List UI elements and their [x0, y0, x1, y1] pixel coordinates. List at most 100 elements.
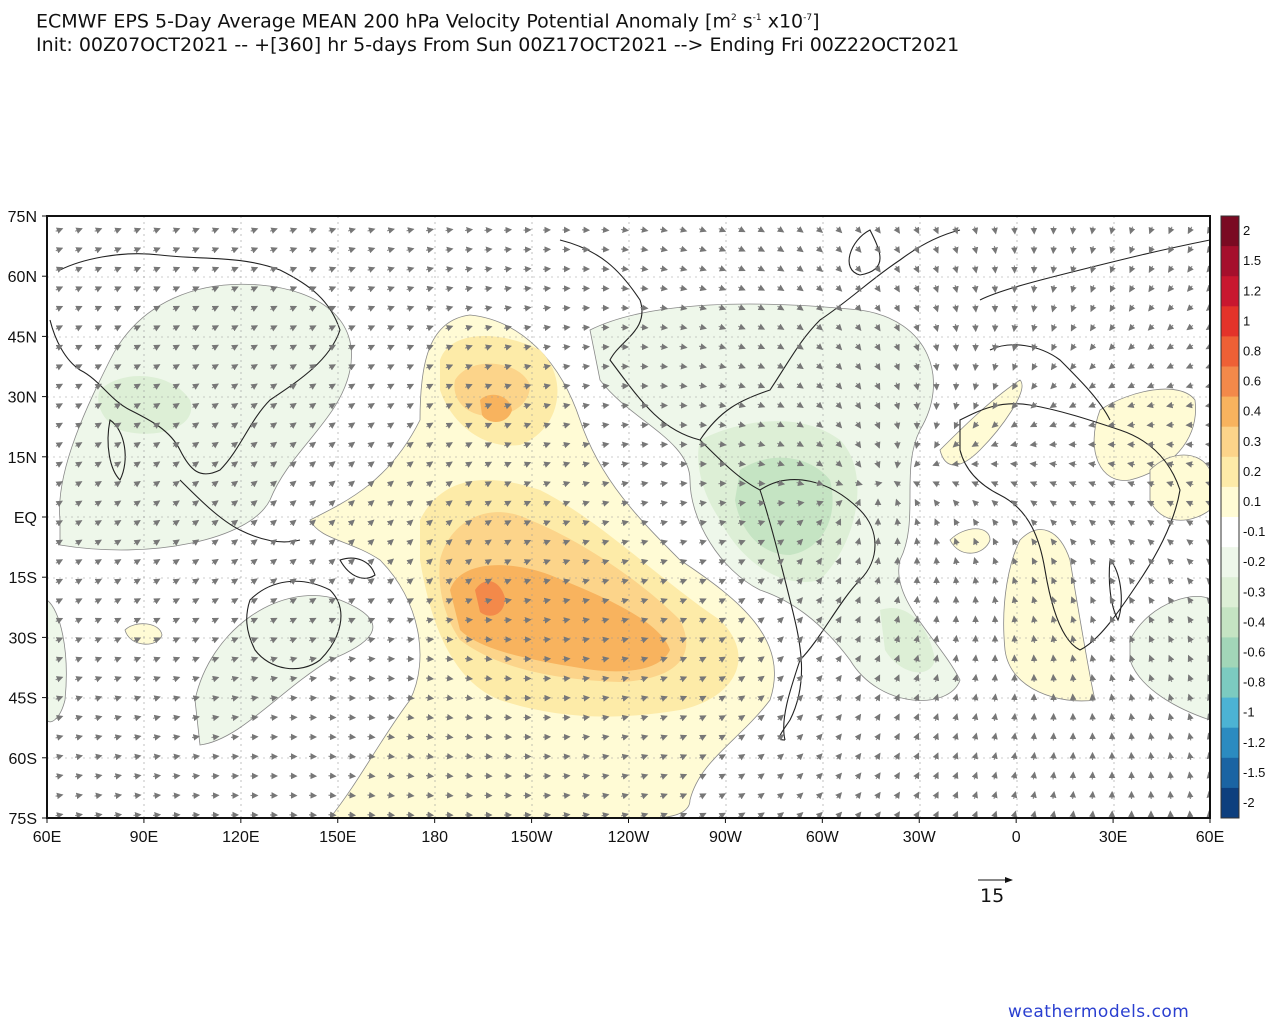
colorbar-swatch — [1221, 306, 1239, 337]
wind-vector — [172, 383, 180, 390]
wind-vector — [991, 421, 999, 429]
wind-vector — [192, 266, 200, 273]
wind-vector — [504, 442, 512, 449]
wind-vector — [1166, 401, 1175, 409]
colorbar-label: 0.3 — [1243, 434, 1261, 449]
wind-vector — [1011, 401, 1019, 409]
wind-vector — [1127, 382, 1135, 389]
wind-vector — [426, 403, 434, 410]
wind-vector — [777, 401, 785, 408]
wind-vector — [328, 266, 337, 273]
colorbar-label: 0.1 — [1243, 494, 1261, 509]
wind-vector — [1147, 771, 1155, 780]
wind-vector — [445, 383, 454, 390]
wind-vector — [699, 245, 707, 252]
wind-vector — [562, 694, 571, 702]
wind-vector — [153, 325, 161, 332]
wind-vector — [757, 284, 766, 291]
wind-vector — [211, 227, 220, 234]
wind-vector — [640, 421, 649, 429]
wind-vector — [1146, 421, 1155, 429]
wind-vector — [503, 324, 512, 332]
wind-vector — [308, 694, 318, 702]
wind-vector — [679, 284, 688, 292]
wind-vector — [211, 402, 219, 410]
colorbar-swatch — [1221, 216, 1239, 247]
colorbar-swatch — [1221, 276, 1239, 307]
wind-vector — [679, 304, 688, 311]
lat-label: 30S — [9, 630, 37, 647]
wind-vector — [1146, 382, 1155, 389]
wind-vector — [406, 441, 414, 449]
wind-vector — [992, 362, 999, 371]
wind-vector — [1069, 362, 1077, 370]
wind-vector — [55, 227, 64, 234]
wind-vector — [75, 325, 83, 332]
wind-vector — [504, 403, 512, 410]
wind-vector — [114, 383, 122, 390]
wind-vector — [133, 403, 141, 410]
wind-vector — [991, 284, 999, 294]
wind-vector — [465, 422, 473, 429]
wind-vector — [835, 245, 843, 253]
wind-vector — [367, 422, 375, 429]
wind-vector — [484, 246, 493, 254]
wind-vector — [913, 304, 920, 313]
wind-vector — [114, 344, 122, 351]
colorbar-swatch — [1221, 396, 1239, 428]
positive-region-mid-atlantic — [949, 528, 991, 554]
colorbar-label: -1.2 — [1243, 735, 1265, 750]
wind-vector — [913, 285, 920, 293]
wind-vector — [347, 675, 357, 682]
wind-vector — [172, 325, 181, 332]
wind-vector — [133, 364, 141, 371]
wind-vector — [328, 461, 336, 468]
wind-vector — [172, 286, 181, 293]
wind-vector — [191, 441, 200, 449]
wind-vector — [1070, 304, 1077, 313]
wind-vector — [309, 344, 317, 351]
wind-vector — [367, 383, 375, 390]
wind-vector — [1167, 790, 1174, 800]
wind-vector — [367, 441, 375, 449]
wind-vector — [933, 421, 941, 430]
wind-vector — [1049, 401, 1058, 409]
wind-vector — [718, 343, 727, 350]
wind-vector — [94, 422, 102, 429]
wind-vector — [55, 247, 64, 254]
wind-vector — [640, 304, 649, 312]
wind-vector — [328, 247, 337, 254]
wind-vector — [523, 363, 532, 371]
wind-vector — [1089, 265, 1097, 274]
wind-vector — [854, 421, 862, 429]
wind-vector — [1185, 382, 1194, 389]
wind-vector — [55, 305, 64, 312]
colorbar-label: 2 — [1243, 223, 1250, 238]
wind-vector — [387, 364, 395, 371]
wind-vector — [75, 247, 83, 254]
wind-vector — [289, 286, 298, 293]
colorbar-swatch — [1221, 486, 1239, 518]
wind-vector — [874, 226, 881, 234]
negative-region-asia-core — [98, 376, 192, 434]
wind-vector — [484, 442, 493, 449]
wind-vector — [75, 305, 83, 312]
wind-vector — [1011, 323, 1019, 333]
colorbar-swatch — [1221, 426, 1239, 458]
wind-vector — [387, 266, 395, 273]
wind-vector — [1011, 343, 1019, 352]
wind-vector — [757, 265, 766, 272]
latitude-labels: 75N 60N 45N 30N 15N EQ 15S 30S 45S 60S 75S — [8, 209, 37, 828]
wind-vector — [815, 382, 824, 390]
wind-vector — [172, 266, 181, 273]
wind-vector — [1129, 245, 1136, 254]
wind-vector — [114, 286, 122, 293]
wind-vector — [640, 245, 649, 253]
wind-vector — [1108, 362, 1116, 370]
wind-vector — [94, 305, 103, 312]
wind-vector — [348, 286, 356, 293]
lon-label: 150E — [319, 829, 356, 846]
wind-vector — [328, 792, 337, 799]
wind-vector — [445, 285, 454, 293]
wind-vector — [854, 265, 862, 273]
